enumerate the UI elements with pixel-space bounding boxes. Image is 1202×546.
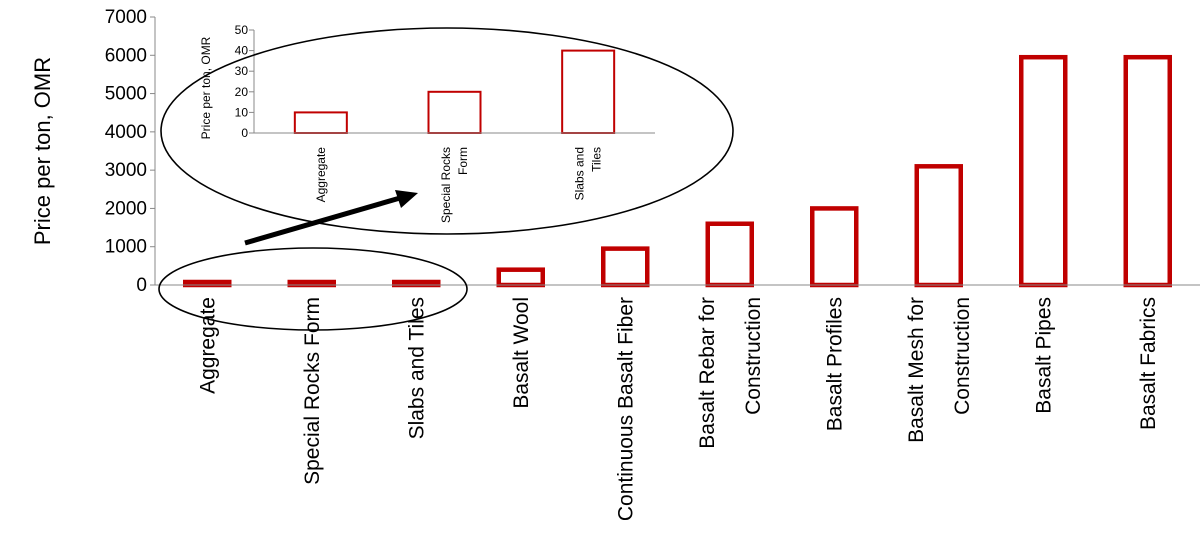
main-y-axis-label: Price per ton, OMR	[30, 57, 55, 245]
main-y-tick-label: 0	[136, 275, 147, 296]
main-x-tick-label: Slabs and Tiles	[405, 297, 428, 439]
main-x-tick-label: Basalt Wool	[510, 297, 533, 409]
main-y-tick-label: 3000	[105, 160, 147, 181]
main-y-ticks: 0 1000 2000 3000 4000 5000 6000 7000	[105, 7, 155, 296]
inset-x-tick-label: Special Rocks	[439, 147, 453, 223]
main-bar	[601, 246, 650, 288]
inset-x-tick-label: Slabs and	[573, 147, 587, 200]
main-bar	[810, 206, 859, 288]
main-bar	[1123, 54, 1172, 288]
main-y-tick-label: 5000	[105, 84, 147, 105]
main-x-ticks: Aggregate Special Rocks Form Slabs and Til…	[196, 297, 1160, 521]
main-x-tick-label: Basalt Rebar for	[696, 297, 719, 449]
inset-y-tick-label: 10	[235, 105, 249, 119]
main-x-tick-label: Aggregate	[196, 297, 219, 394]
inset-y-tick-label: 30	[235, 64, 249, 78]
main-x-tick-label: Basalt Pipes	[1032, 297, 1055, 414]
main-bar	[496, 267, 545, 288]
inset-bar	[427, 90, 482, 135]
main-x-tick-label: Construction	[951, 297, 974, 415]
inset-y-tick-label: 0	[241, 126, 248, 140]
main-bar	[705, 221, 754, 288]
main-y-tick-label: 4000	[105, 122, 147, 143]
inset-x-tick-label: Form	[456, 147, 470, 175]
zoom-arrow	[244, 190, 418, 246]
small-bars-highlight-ellipse	[158, 247, 468, 331]
inset-highlight-ellipse	[160, 27, 734, 235]
inset-y-tick-label: 40	[235, 44, 249, 58]
main-bar	[1019, 54, 1068, 288]
main-y-tick-label: 7000	[105, 7, 147, 28]
inset-bar	[561, 49, 616, 134]
inset-y-tick-label: 50	[235, 23, 249, 37]
inset-bars	[293, 49, 616, 135]
inset-x-tick-label: Tiles	[590, 147, 604, 172]
inset-y-axis-label: Price per ton, OMR	[199, 36, 213, 139]
main-x-tick-label: Special Rocks Form	[301, 297, 324, 485]
inset-x-tick-label: Aggregate	[314, 147, 328, 203]
inset-bar	[293, 111, 348, 135]
main-x-tick-label: Basalt Mesh for	[905, 297, 928, 443]
main-chart: 0 1000 2000 3000 4000 5000 6000 7000 Aggregate S…	[30, 7, 1200, 521]
main-bar	[914, 164, 963, 288]
main-x-tick-label: Basalt Profiles	[823, 297, 846, 431]
main-y-tick-label: 1000	[105, 237, 147, 258]
main-x-tick-label: Continuous Basalt Fiber	[614, 297, 637, 521]
main-y-tick-label: 2000	[105, 198, 147, 219]
main-y-tick-label: 6000	[105, 45, 147, 66]
main-bars	[183, 54, 1172, 288]
main-x-tick-label: Construction	[742, 297, 765, 415]
inset-y-ticks: 0 10 20 30 40 50	[235, 23, 254, 140]
main-x-tick-label: Basalt Fabrics	[1137, 297, 1160, 430]
inset-x-ticks: Aggregate Special Rocks Form Slabs and Tiles	[314, 147, 604, 223]
inset-chart: 0 10 20 30 40 50 Aggregate Special Rocks Form Sl…	[199, 23, 655, 223]
inset-y-tick-label: 20	[235, 85, 249, 99]
